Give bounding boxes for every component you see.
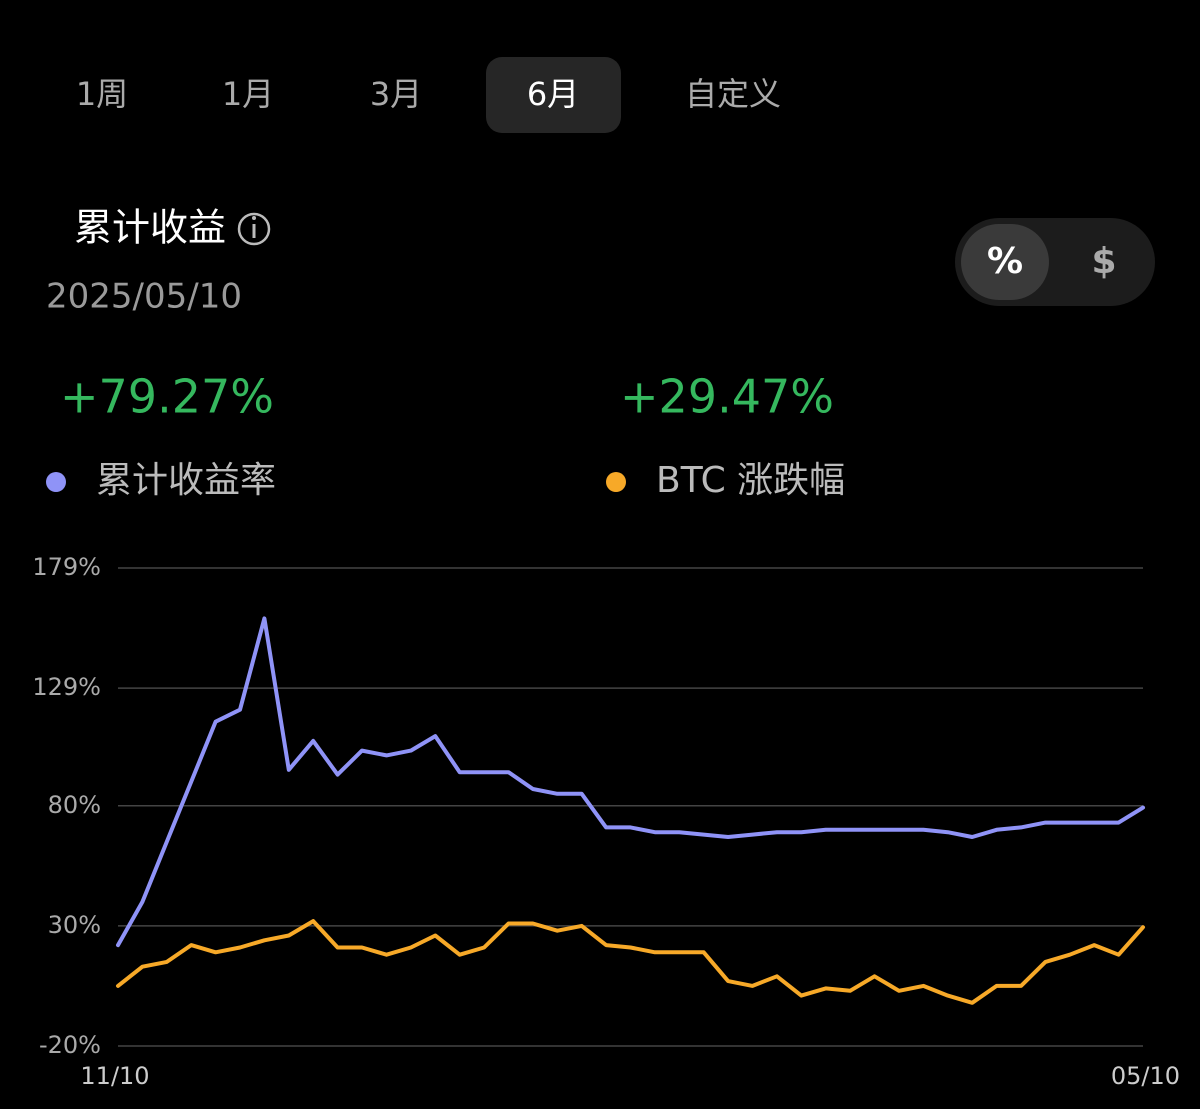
tab[interactable]: 3月 [370,75,422,113]
tab[interactable]: 自定义 [685,75,781,113]
y-tick-label: 30% [48,911,101,939]
data-line [116,616,1145,948]
section-title: 累计收益 [74,206,226,250]
info-icon[interactable] [237,212,271,246]
legend-label: BTC 涨跌幅 [656,460,845,501]
unit-option[interactable]: % [987,241,1023,282]
tab[interactable]: 6月 [527,75,579,113]
y-tick-label: 129% [32,673,101,701]
summary-value: +29.47% [620,370,834,424]
unit-toggle-active [961,224,1049,300]
data-line [116,919,1145,1005]
legend-label: 累计收益率 [96,460,276,501]
date: 2025/05/10 [46,277,242,317]
info-icon-dot [252,216,256,220]
legend-dot [46,472,66,492]
active-tab-bg [486,57,621,133]
y-tick-label: 179% [32,553,101,581]
x-tick-label: 11/10 [80,1062,149,1090]
legend-dot [606,472,626,492]
tab[interactable]: 1周 [76,75,128,113]
y-tick-label: 80% [48,791,101,819]
y-tick-label: -20% [39,1031,101,1059]
summary-value: +79.27% [60,370,274,424]
tab[interactable]: 1月 [222,75,274,113]
unit-option[interactable]: $ [1091,241,1116,282]
x-tick-label: 05/10 [1111,1062,1180,1090]
